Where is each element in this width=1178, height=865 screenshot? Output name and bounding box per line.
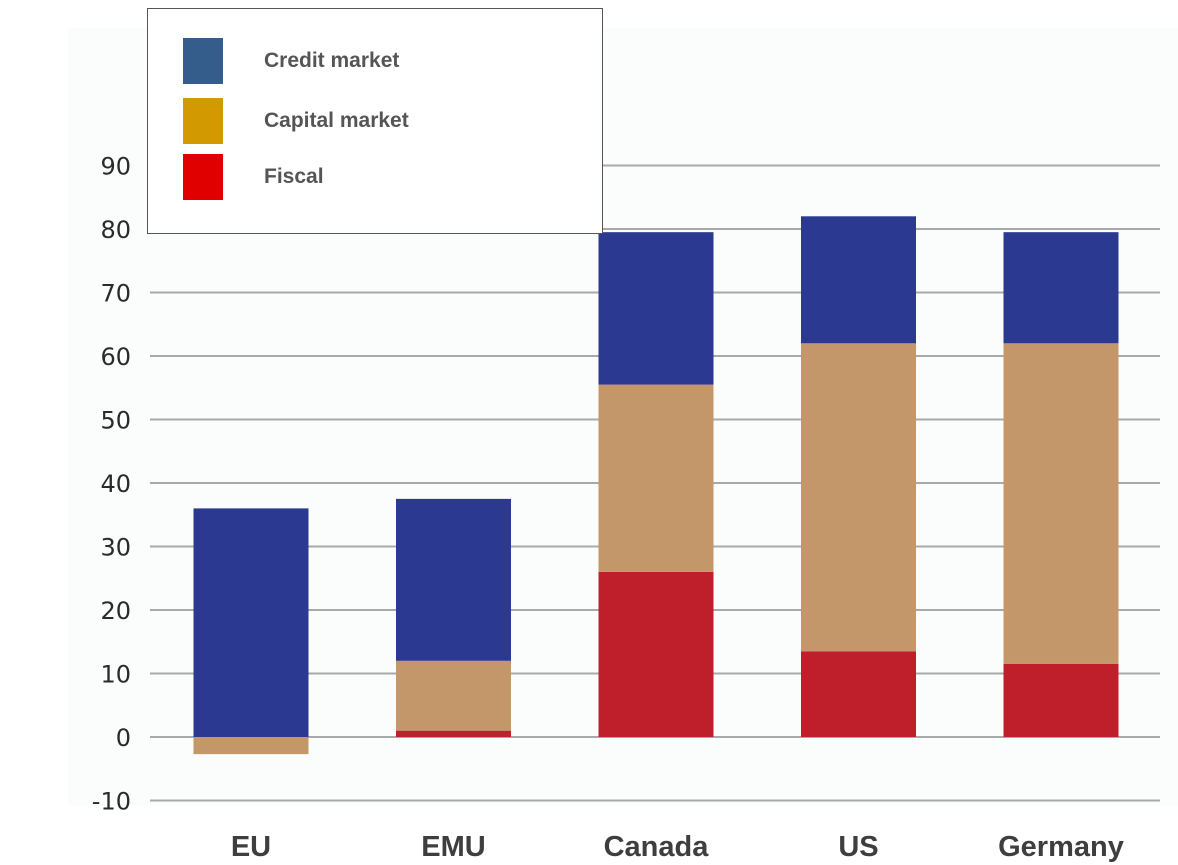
bar-eu-capital-market xyxy=(193,737,309,755)
legend-item-credit-market: Credit market xyxy=(183,38,399,84)
legend-swatch-credit-market xyxy=(183,38,223,84)
y-tick-label-80: 80 xyxy=(100,216,131,244)
x-category-label-germany: Germany xyxy=(998,831,1124,863)
bar-emu-fiscal xyxy=(396,730,511,737)
y-tick-label-0: 0 xyxy=(116,724,131,752)
y-tick-label-70: 70 xyxy=(100,280,131,308)
bar-us-fiscal xyxy=(801,651,916,737)
bar-us-capital-market xyxy=(801,343,916,652)
y-tick-label-30: 30 xyxy=(100,534,131,562)
bar-emu-capital-market xyxy=(396,660,511,731)
bar-canada-credit-market xyxy=(598,232,714,385)
legend-label-capital-market: Capital market xyxy=(264,109,409,132)
x-category-label-canada: Canada xyxy=(604,831,710,863)
bar-eu-credit-market xyxy=(193,508,309,737)
bar-germany-capital-market xyxy=(1003,343,1119,664)
bar-germany-credit-market xyxy=(1003,232,1119,344)
bar-canada-capital-market xyxy=(598,384,714,572)
bar-canada-fiscal xyxy=(598,571,714,737)
legend-item-capital-market: Capital market xyxy=(183,98,409,144)
y-tick-label--10: -10 xyxy=(92,788,131,816)
bar-emu-credit-market xyxy=(396,498,511,661)
x-category-label-emu: EMU xyxy=(421,831,485,863)
legend-label-credit-market: Credit market xyxy=(264,49,400,72)
x-category-label-eu: EU xyxy=(231,831,271,863)
bar-us-credit-market xyxy=(801,216,916,344)
legend-swatch-capital-market xyxy=(183,98,223,144)
legend-item-fiscal: Fiscal xyxy=(183,154,324,200)
x-category-label-us: US xyxy=(838,831,878,863)
y-tick-label-40: 40 xyxy=(100,470,131,498)
legend-swatch-fiscal xyxy=(183,154,223,200)
y-tick-label-10: 10 xyxy=(100,661,131,689)
y-tick-label-20: 20 xyxy=(100,597,131,625)
y-tick-label-50: 50 xyxy=(100,407,131,435)
y-tick-label-90: 90 xyxy=(100,153,131,181)
y-tick-label-60: 60 xyxy=(100,343,131,371)
legend: Credit market Capital market Fiscal xyxy=(147,8,603,234)
legend-label-fiscal: Fiscal xyxy=(264,165,324,188)
bar-germany-fiscal xyxy=(1003,663,1119,737)
